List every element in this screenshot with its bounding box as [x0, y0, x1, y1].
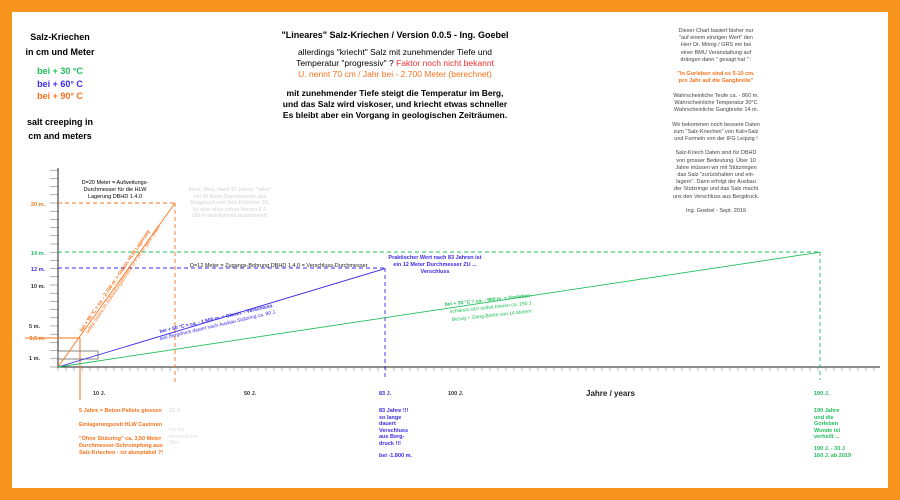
label-90: bei + 90 °C = ca. - 2.700 m. = Glasin. H…: [79, 229, 152, 333]
xtick-10: 10 J.: [93, 391, 106, 397]
xtick-100: 100 J.: [448, 391, 464, 397]
note-190-years: 190 Jahre und die Gorleben Wunde ist ver…: [814, 408, 841, 440]
header-p1-red: Faktor noch nicht bekannt: [396, 58, 494, 68]
x-axis-label: Jahre / years: [586, 389, 635, 398]
series-line-2: [57, 251, 821, 368]
right-d: Salz-Kriech Daten sind für DBHD von gros…: [672, 150, 760, 200]
right-a: Dieser Chart basiert bisher nur "auf ein…: [678, 28, 754, 63]
legend-30: bei + 30 °C: [37, 66, 83, 76]
legend-90: bei + 90° C: [37, 91, 83, 101]
right-c: Wir bekommen noch bessere Daten zum "Sal…: [672, 121, 760, 143]
right-b: Wahrscheinliche Teufe ca. - 860 m. Wahrs…: [673, 92, 759, 114]
ytick-20: 20 m.: [31, 202, 46, 208]
note-einlagerung: Einlagerungszeit HLW Castoren: [79, 422, 163, 428]
header-p2: U. nennt 70 cm / Jahr bei - 2.700 Meter …: [298, 69, 492, 79]
note-160-years: 190 J. - 30 J 160 J. ab 2019: [814, 446, 852, 459]
left-title: Salz-Kriechen in cm und Meter: [25, 32, 95, 57]
note-1800m: bei -1.800 m.: [379, 453, 413, 459]
origin-box: [57, 350, 99, 360]
reference-lines: [58, 202, 821, 385]
series-group: [57, 202, 821, 368]
xtick-50: 50 J.: [244, 391, 257, 397]
left-english: salt creeping in cm and meters: [26, 117, 94, 141]
header-p1: allerdings "kriecht" Salz mit zunehmende…: [296, 47, 493, 68]
ytick-12: 12 m.: [31, 267, 46, 273]
ytick-10: 10 m.: [31, 284, 46, 290]
note-theoretical: theor. Wert. Nach 32 Jahren "wäre" ein 2…: [188, 187, 272, 219]
note-d20: D=20 Meter = Aufweitungs- Durchmesser fü…: [81, 180, 149, 200]
axis-ticks: [50, 169, 875, 371]
note-practical: Praktischer Wert nach 83 Jahren ist ein …: [388, 255, 482, 275]
xtick-83: 83 J.: [379, 391, 392, 397]
note-83-years: 83 Jahre !!! so lange dauert Verschluss …: [379, 408, 409, 447]
header-p3: mit zunehmender Tiefe steigt die Tempera…: [282, 88, 508, 120]
series-line-0: [57, 202, 176, 368]
right-signature: Ing. Goebel - Sept. 2019: [686, 208, 746, 215]
note-ohne-stuetzring: "Ohne Stützring" ca. 3,50 Meter Durchmes…: [79, 436, 164, 456]
note-theoretical-value: nur ein theoretischer Wert: [169, 427, 198, 446]
ytick-3-5: 3,5 m.: [29, 336, 45, 342]
ytick-1: 1 m.: [29, 356, 40, 362]
legend-60: bei + 60° C: [37, 79, 83, 89]
page-title: "Lineares" Salz-Kriechen / Version 0.0.5…: [281, 30, 509, 40]
series-line-1: [57, 268, 386, 368]
note-d12: D=12 Meter = Zugangs-Bohrung DBHD 1.4.0 …: [190, 263, 368, 269]
note-beton: 5 Jahre = Beton-Pellets giessen: [79, 408, 162, 414]
chart-frame: [12, 12, 888, 488]
right-quote: "In Gorleben sind es 5-10 cm. pro Jahr a…: [677, 71, 755, 85]
label-90-sub: selbst Stütze im Aufweitungsbereich D = …: [85, 224, 162, 335]
note-32y: 32 J.: [169, 408, 182, 414]
xtick-190: 190 J.: [814, 391, 830, 397]
ytick-14: 14 m.: [31, 251, 46, 257]
ytick-5: 5 m.: [29, 324, 40, 330]
